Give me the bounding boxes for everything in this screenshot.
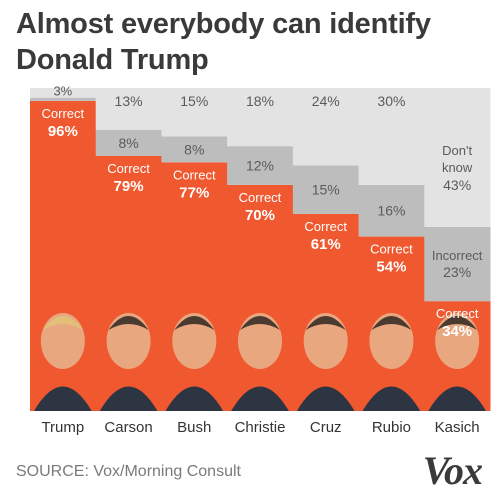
bar-dontknow-rubio xyxy=(358,88,425,185)
bush-portrait-hair xyxy=(174,316,215,330)
incorrect-value-bush: 8% xyxy=(184,141,204,157)
cruz-portrait xyxy=(303,313,348,369)
category-label-christie: Christie xyxy=(235,419,286,436)
category-label-rubio: Rubio xyxy=(372,419,411,436)
correct-label-cruz: Correct xyxy=(304,219,347,234)
incorrect-value-christie: 12% xyxy=(246,158,274,174)
dontknow-value-rubio: 30% xyxy=(377,93,405,109)
source-note: SOURCE: Vox/Morning Consult xyxy=(16,463,241,480)
correct-label-carson: Correct xyxy=(107,161,150,176)
dontknow-value-carson: 13% xyxy=(115,93,143,109)
trump-portrait-shoulders xyxy=(34,386,92,411)
dontknow-value-trump: 3% xyxy=(53,84,72,99)
bar-incorrect-carson xyxy=(95,129,162,156)
chart-title: Almost everybody can identify Donald Tru… xyxy=(16,8,431,76)
carson-portrait-shoulders xyxy=(99,386,158,411)
kasich-portrait-shoulders xyxy=(428,386,486,411)
bar-correct-bush xyxy=(161,162,228,411)
dontknow-value-kasich: 43% xyxy=(443,177,471,193)
christie-portrait-shoulders xyxy=(231,386,289,411)
bar-correct-cruz xyxy=(292,213,360,411)
correct-value-bush: 77% xyxy=(179,184,209,201)
cruz-portrait-hair xyxy=(305,316,346,330)
bar-dontknow-carson xyxy=(95,88,162,130)
bar-incorrect-kasich xyxy=(424,226,491,302)
bar-dontknow-kasich xyxy=(424,88,491,227)
rubio-portrait-shoulders xyxy=(362,386,421,411)
kasich-portrait-hair xyxy=(437,316,478,330)
correct-value-cruz: 61% xyxy=(311,236,341,253)
bar-incorrect-cruz xyxy=(292,165,360,214)
category-label-kasich: Kasich xyxy=(435,419,480,436)
category-label-carson: Carson xyxy=(104,419,152,436)
correct-value-rubio: 54% xyxy=(376,259,406,276)
dontknow-value-christie: 18% xyxy=(246,93,274,109)
correct-label-bush: Correct xyxy=(173,167,216,182)
trump-portrait-hair xyxy=(42,316,83,330)
bush-portrait-shoulders xyxy=(165,386,224,411)
cruz-portrait-shoulders xyxy=(296,386,355,411)
carson-portrait xyxy=(106,313,151,369)
incorrect-value-kasich: 23% xyxy=(443,264,471,280)
correct-value-kasich: 34% xyxy=(442,323,472,340)
correct-value-christie: 70% xyxy=(245,207,275,224)
incorrect-label-kasich: Incorrect xyxy=(432,248,483,263)
bar-correct-christie xyxy=(227,184,294,411)
correct-label-kasich: Correct xyxy=(436,306,479,321)
category-label-cruz: Cruz xyxy=(310,419,342,436)
kasich-portrait xyxy=(435,313,480,369)
correct-label-trump: Correct xyxy=(42,106,85,121)
correct-label-rubio: Correct xyxy=(370,242,413,257)
bar-dontknow-christie xyxy=(227,88,294,147)
vox-logo: Vox xyxy=(422,448,483,493)
dontknow-label-line2-kasich: know xyxy=(442,160,473,175)
rubio-portrait-hair xyxy=(371,316,412,330)
carson-portrait-hair xyxy=(108,316,149,330)
trump-portrait xyxy=(40,313,85,369)
dontknow-label-line1-kasich: Don't xyxy=(442,143,472,158)
rubio-portrait xyxy=(369,313,414,369)
category-label-trump: Trump xyxy=(41,419,84,436)
bar-incorrect-bush xyxy=(161,136,228,163)
correct-label-christie: Correct xyxy=(239,190,282,205)
bar-incorrect-rubio xyxy=(358,184,425,237)
incorrect-value-carson: 8% xyxy=(118,135,138,151)
bush-portrait xyxy=(172,313,217,369)
bar-incorrect-trump xyxy=(30,97,97,101)
bar-dontknow-bush xyxy=(161,88,228,137)
dontknow-value-bush: 15% xyxy=(180,93,208,109)
bar-incorrect-christie xyxy=(227,146,294,185)
christie-portrait-hair xyxy=(239,316,280,330)
incorrect-value-rubio: 16% xyxy=(377,203,405,219)
category-label-bush: Bush xyxy=(177,419,211,436)
bar-dontknow-cruz xyxy=(292,88,360,166)
christie-portrait xyxy=(237,313,282,369)
correct-value-trump: 96% xyxy=(48,123,78,140)
dontknow-value-cruz: 24% xyxy=(312,93,340,109)
correct-value-carson: 79% xyxy=(114,178,144,195)
incorrect-value-cruz: 15% xyxy=(312,182,340,198)
bar-dontknow-trump xyxy=(30,88,97,98)
